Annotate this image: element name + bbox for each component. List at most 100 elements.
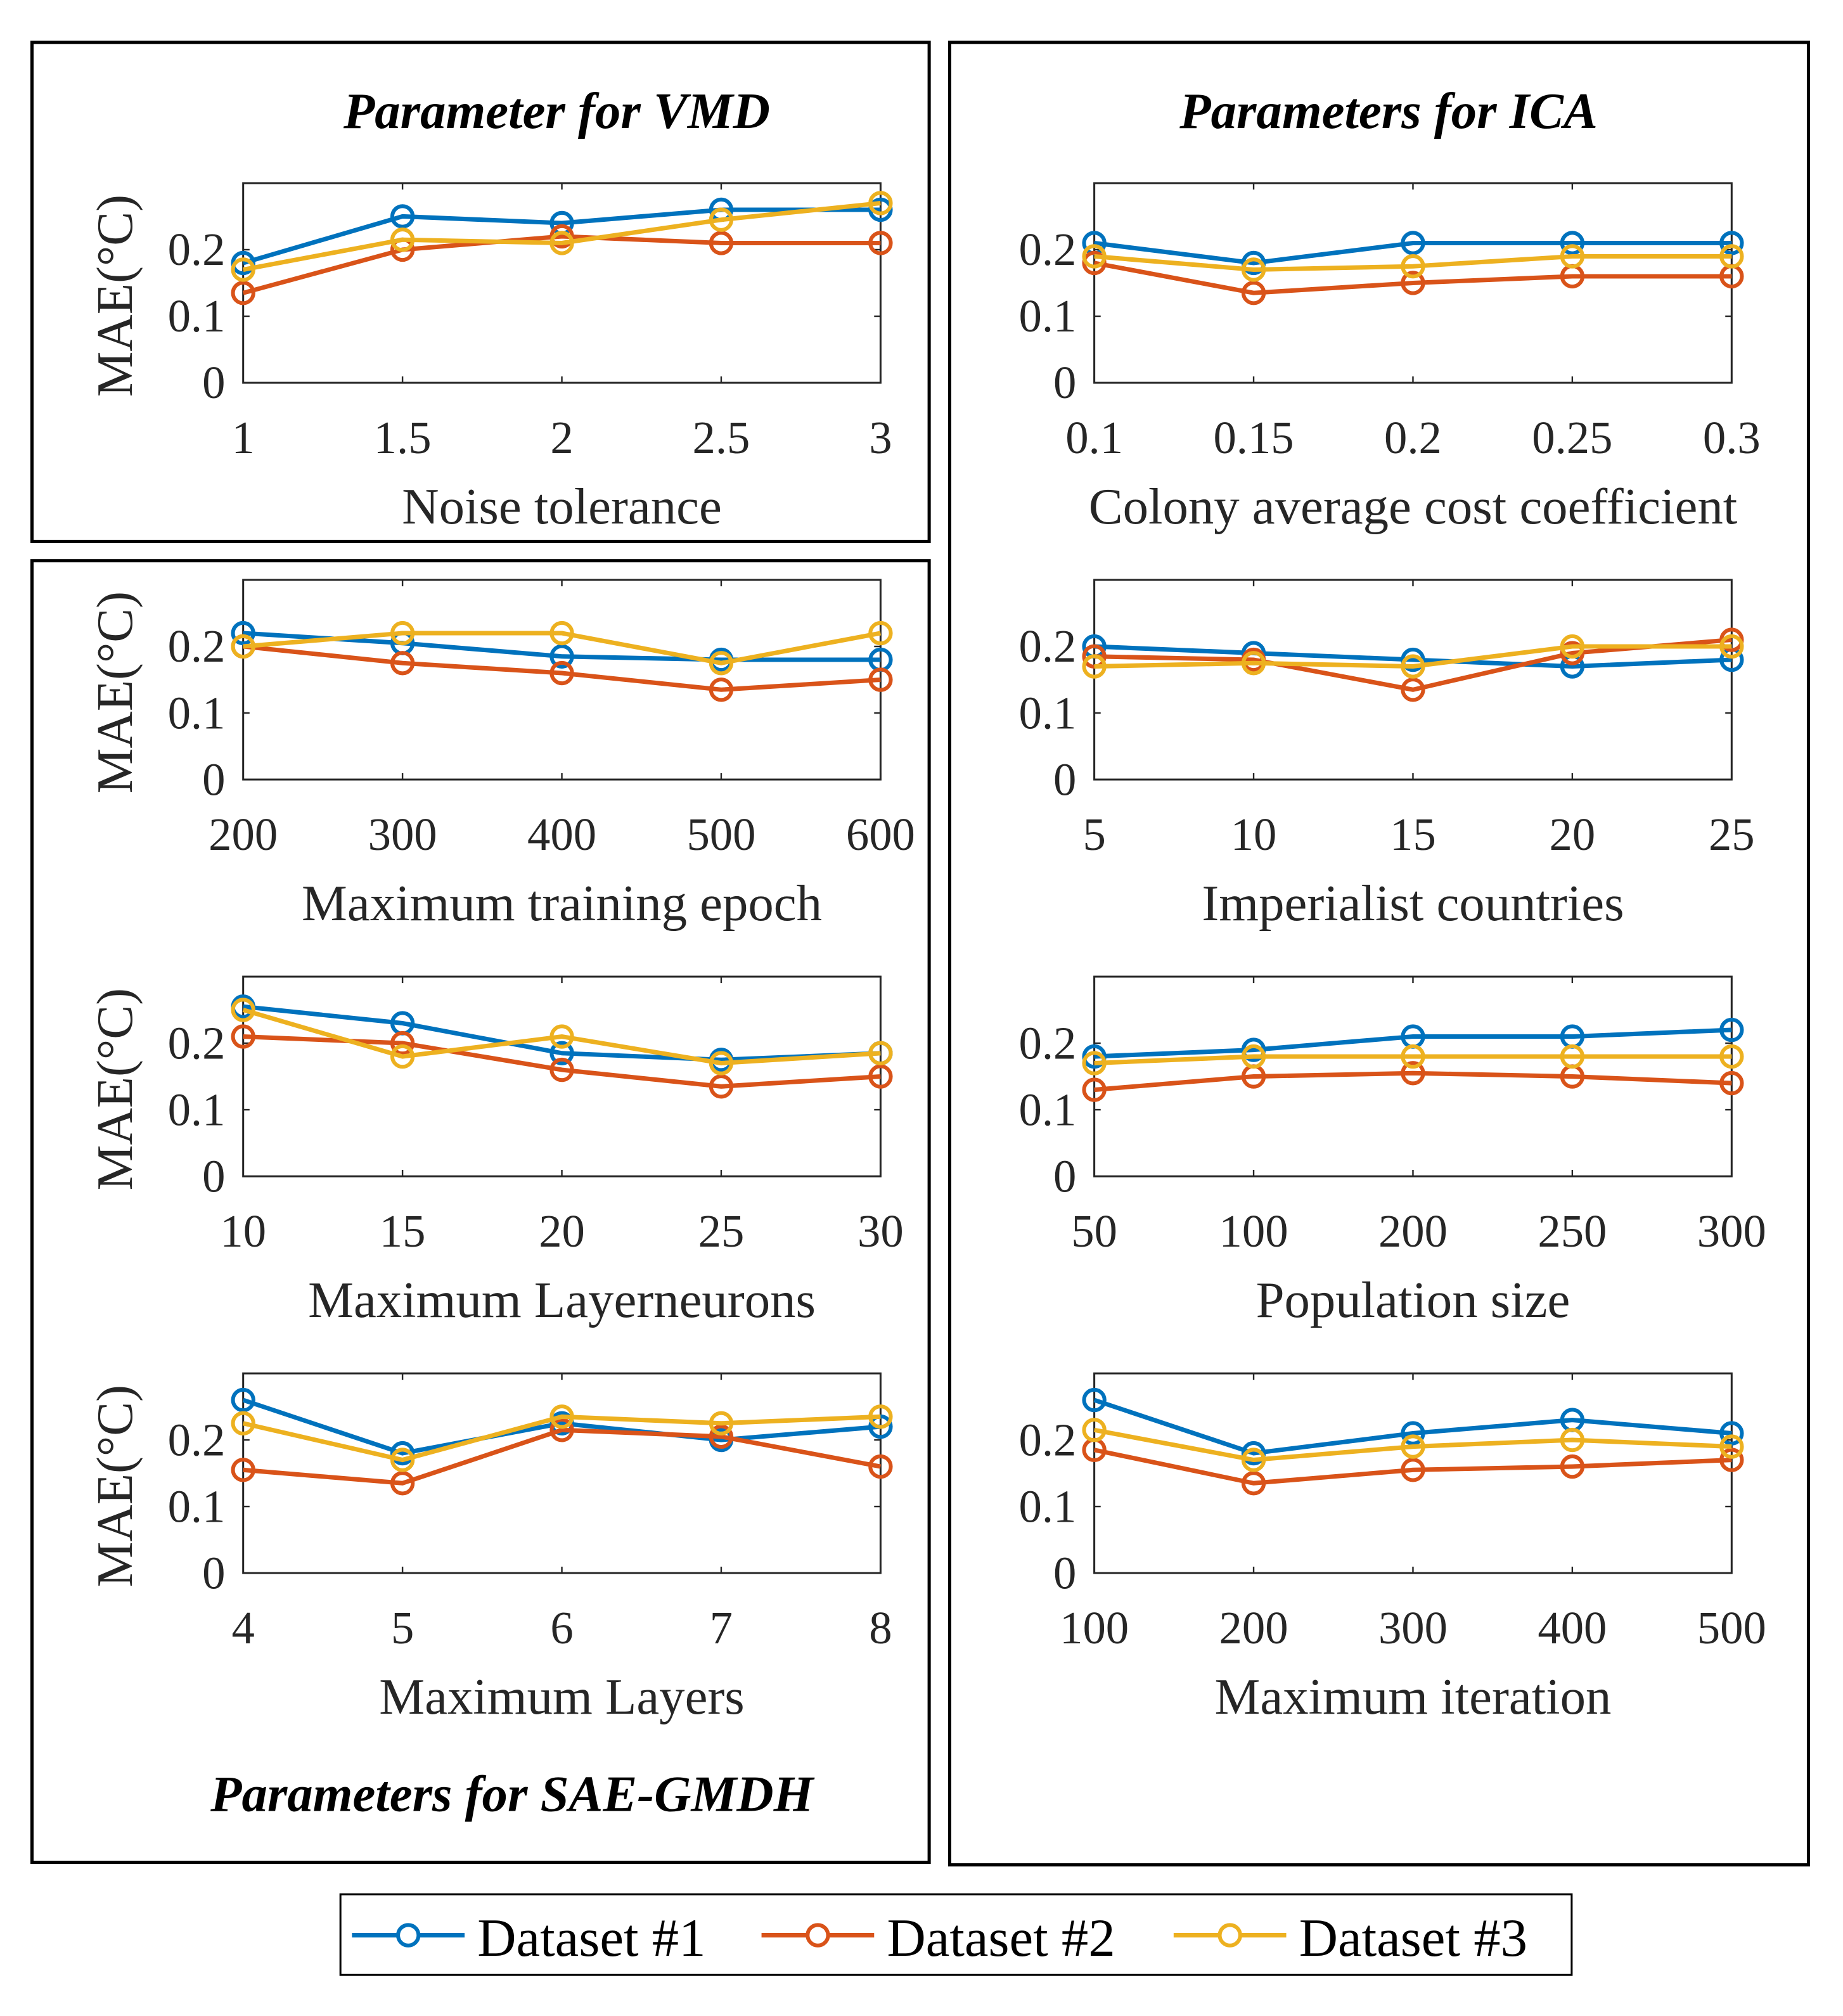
data-point xyxy=(709,677,734,702)
y-tick-label: 0 xyxy=(202,1150,225,1202)
data-point xyxy=(1241,1471,1266,1496)
series-dataset-3 xyxy=(1082,1418,1744,1472)
series-line xyxy=(242,234,881,295)
series-line xyxy=(1094,1054,1732,1066)
x-axis-label: Noise tolerance xyxy=(402,478,722,535)
y-tick-label: 0.1 xyxy=(168,1480,226,1532)
vmd-panel-frame xyxy=(30,41,931,543)
series-line xyxy=(1094,240,1732,266)
series-dataset-3 xyxy=(231,191,893,282)
y-tick-label: 0 xyxy=(1053,1150,1076,1202)
x-tick-label: 500 xyxy=(1697,1602,1766,1653)
data-point xyxy=(1719,1434,1744,1459)
x-tick-label: 400 xyxy=(527,809,596,860)
data-point xyxy=(1401,1434,1425,1459)
data-point xyxy=(390,1044,415,1069)
data-point xyxy=(549,660,574,686)
series-line xyxy=(1093,260,1732,295)
x-tick-label: 0.3 xyxy=(1703,412,1761,463)
series-line xyxy=(242,1414,881,1463)
axes-box xyxy=(1093,1372,1733,1574)
ica-group-title: Parameters for ICA xyxy=(1179,83,1598,139)
data-point xyxy=(390,1030,415,1056)
data-point xyxy=(549,1418,574,1442)
data-point xyxy=(231,998,255,1022)
data-point xyxy=(1560,1454,1585,1479)
x-tick-label: 5 xyxy=(1082,809,1105,860)
data-point xyxy=(390,228,415,252)
data-point xyxy=(868,1064,893,1089)
x-tick-label: 0.2 xyxy=(1384,412,1442,463)
x-tick-label: 20 xyxy=(1550,809,1596,860)
y-tick-label: 0 xyxy=(1053,754,1076,805)
series-dataset-1 xyxy=(1082,1017,1744,1069)
subplot-maximum-training-epoch: 200 300 400 500 600 0 0.1 0.2 Maximum training e… xyxy=(87,579,915,932)
y-tick-label: 0.1 xyxy=(168,1084,226,1135)
x-tick-label: 10 xyxy=(220,1205,266,1257)
x-tick-label: 1.5 xyxy=(374,412,432,463)
data-point xyxy=(1560,244,1585,269)
data-point xyxy=(549,1411,574,1435)
y-tick-label: 0.2 xyxy=(1018,1414,1076,1465)
data-point xyxy=(390,651,415,676)
data-point xyxy=(1241,281,1266,305)
data-point xyxy=(1401,677,1425,702)
x-axis-label: Colony average cost coefficient xyxy=(1089,478,1737,535)
sae-group-title: Parameters for SAE-GMDH xyxy=(210,1766,814,1823)
x-tick-label: 300 xyxy=(1697,1205,1766,1257)
x-tick-label: 7 xyxy=(710,1602,733,1653)
x-axis-label: Population size xyxy=(1256,1272,1570,1328)
x-tick-label: 600 xyxy=(846,809,915,860)
y-tick-label: 0 xyxy=(1053,1547,1076,1598)
series-dataset-3 xyxy=(1082,634,1744,679)
ica-panel-frame xyxy=(947,41,1810,1867)
data-point xyxy=(1241,1441,1266,1466)
y-tick-label: 0.2 xyxy=(168,620,226,672)
y-tick-label: 0.2 xyxy=(1018,620,1076,672)
data-point xyxy=(1719,231,1744,255)
data-point xyxy=(868,231,893,255)
series-line xyxy=(243,631,882,665)
data-point xyxy=(1560,641,1585,665)
series-dataset-3 xyxy=(231,620,893,676)
data-point xyxy=(1560,1427,1585,1453)
data-point xyxy=(1241,257,1266,282)
x-tick-label: 250 xyxy=(1538,1205,1607,1257)
x-tick-label: 200 xyxy=(1378,1205,1448,1257)
data-point xyxy=(868,1404,893,1429)
data-point xyxy=(1401,254,1425,279)
x-tick-label: 0.15 xyxy=(1213,412,1294,463)
series-dataset-3 xyxy=(1082,1044,1744,1075)
data-point xyxy=(1241,1448,1266,1472)
data-point xyxy=(549,1024,574,1049)
data-point xyxy=(709,1074,734,1099)
series-dataset-3 xyxy=(1082,244,1744,282)
data-point xyxy=(231,257,255,282)
data-point xyxy=(549,1057,574,1082)
y-tick-label: 0.2 xyxy=(1018,1017,1076,1069)
data-point xyxy=(1719,1017,1744,1043)
series-line xyxy=(1094,644,1732,669)
series-dataset-1 xyxy=(1082,231,1744,276)
axes-box xyxy=(242,975,882,1178)
data-point xyxy=(549,1041,574,1065)
data-point xyxy=(231,250,255,276)
y-axis-label: MAE(°C) xyxy=(87,988,143,1190)
data-point xyxy=(868,667,893,692)
data-point xyxy=(231,1024,255,1049)
data-point xyxy=(231,634,255,659)
data-point xyxy=(1082,250,1107,276)
x-tick-label: 5 xyxy=(391,1602,414,1653)
axes-box xyxy=(242,579,882,781)
y-tick-label: 0.1 xyxy=(168,687,226,738)
y-tick-label: 0 xyxy=(202,754,225,805)
data-point xyxy=(1719,627,1744,652)
data-point xyxy=(1082,654,1107,679)
x-tick-label: 15 xyxy=(1390,809,1436,860)
legend-marker xyxy=(1217,1923,1242,1948)
legend-label: Dataset #3 xyxy=(1299,1908,1527,1968)
x-axis-label: Imperialist countries xyxy=(1202,875,1624,932)
series-line xyxy=(1094,1027,1732,1059)
data-point xyxy=(390,204,415,229)
y-axis-label: MAE(°C) xyxy=(87,591,143,793)
